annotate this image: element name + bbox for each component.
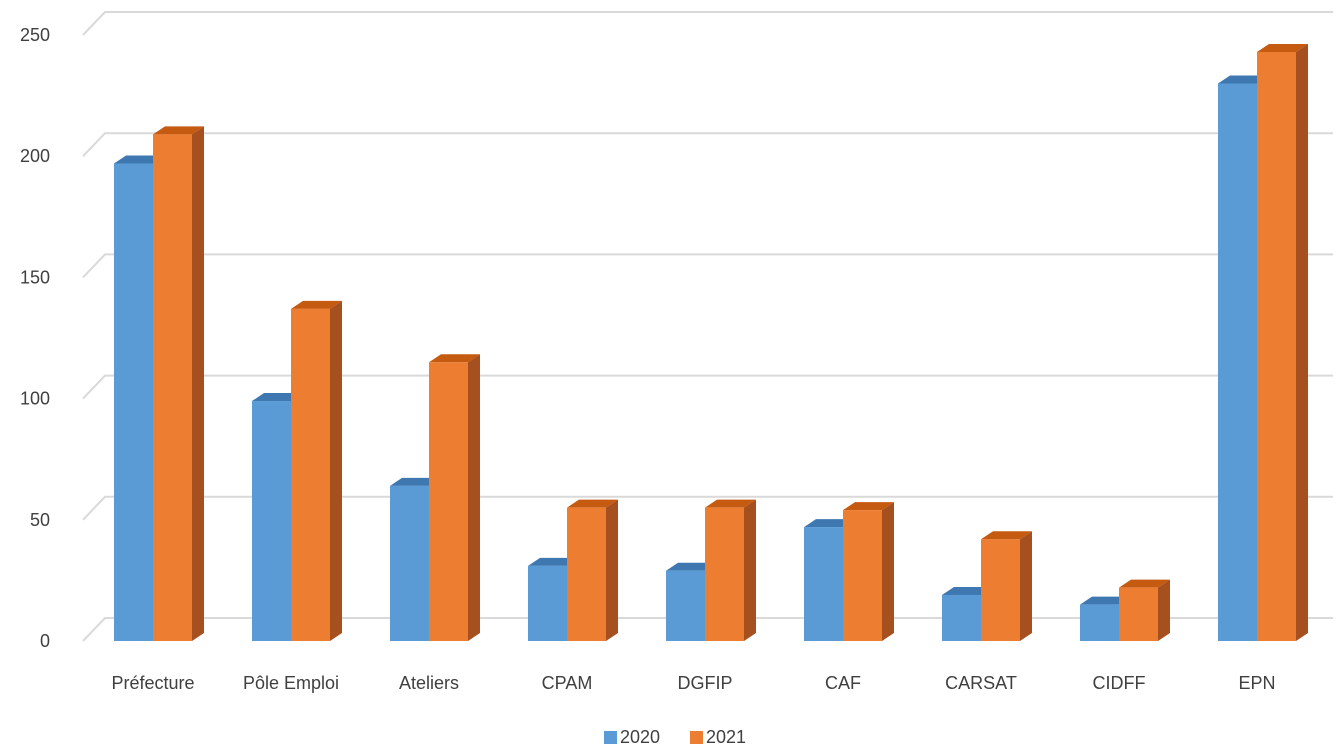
bar-2021-cidff — [1119, 579, 1170, 641]
bar-front-face — [666, 570, 705, 641]
bar-top-face — [252, 393, 303, 402]
bar-top-face — [1080, 596, 1131, 605]
bar-front-face — [1080, 604, 1119, 641]
bar-2021-dgfip — [705, 499, 756, 641]
bar-front-face — [390, 485, 429, 641]
bar-top-face — [843, 502, 894, 511]
bar-side-face — [468, 354, 480, 641]
grid-line-100 — [82, 374, 1333, 400]
y-tick-label-150: 150 — [20, 267, 50, 287]
bar-2021-epn — [1257, 43, 1308, 641]
bar-front-face — [114, 163, 153, 642]
x-tick-label-dgfip: DGFIP — [677, 673, 732, 693]
grid-line-200 — [82, 132, 1333, 157]
bar-front-face — [843, 510, 882, 641]
bar-top-face — [705, 499, 756, 508]
y-axis-ticks: 0 50 100 150 200 250 — [20, 25, 50, 651]
legend-label-2021: 2021 — [706, 727, 746, 747]
bar-2021-ateliers — [429, 354, 480, 641]
x-tick-label-cidff: CIDFF — [1093, 673, 1146, 693]
bar-side-face — [744, 499, 756, 641]
bar-2021-caf — [843, 502, 894, 641]
bar-front-face — [804, 527, 843, 641]
legend: 2020 2021 — [604, 727, 746, 747]
bar-side-face — [192, 126, 204, 641]
x-tick-label-carsat: CARSAT — [945, 673, 1017, 693]
bar-2021-carsat — [981, 531, 1032, 641]
y-tick-label-250: 250 — [20, 25, 50, 45]
bar-top-face — [804, 519, 855, 528]
bar-top-face — [153, 126, 204, 135]
legend-swatch-2021 — [690, 731, 703, 744]
grid-line-250 — [82, 11, 1333, 36]
bar-side-face — [1158, 579, 1170, 641]
bar-2021-p-le-emploi — [291, 300, 342, 641]
bar-top-face — [291, 300, 342, 309]
bar-top-face — [666, 562, 717, 571]
bar-top-face — [981, 531, 1032, 540]
y-tick-label-0: 0 — [40, 631, 50, 651]
bar-front-face — [429, 362, 468, 641]
x-tick-label-ateliers: Ateliers — [399, 673, 459, 693]
bar-front-face — [567, 507, 606, 641]
x-axis-ticks: Préfecture Pôle Emploi Ateliers CPAM DGFIP CA… — [111, 673, 1275, 693]
x-tick-label-pr-fecture: Préfecture — [111, 673, 194, 693]
bar-front-face — [252, 401, 291, 641]
bar-front-face — [1257, 51, 1296, 641]
legend-swatch-2020 — [604, 731, 617, 744]
bar-2021-cpam — [567, 499, 618, 641]
bar-front-face — [291, 308, 330, 641]
legend-label-2020: 2020 — [620, 727, 660, 747]
y-tick-label-50: 50 — [30, 510, 50, 530]
bar-side-face — [882, 502, 894, 641]
bar-top-face — [942, 586, 993, 595]
grid-line-0 — [82, 617, 1333, 642]
bar-top-face — [390, 477, 441, 486]
bar-top-face — [1257, 43, 1308, 52]
bar-top-face — [1218, 75, 1269, 84]
bar-top-face — [567, 499, 618, 508]
bar-side-face — [606, 499, 618, 641]
bar-side-face — [1296, 43, 1308, 641]
bar-front-face — [942, 594, 981, 641]
bars — [114, 43, 1308, 642]
bar-top-face — [429, 354, 480, 363]
y-tick-label-100: 100 — [20, 389, 50, 409]
bar-front-face — [981, 539, 1020, 641]
y-tick-label-200: 200 — [20, 146, 50, 166]
bar-front-face — [1119, 587, 1158, 641]
grid-line-150 — [82, 253, 1333, 279]
bar-2021-pr-fecture — [153, 126, 204, 641]
bar-top-face — [1119, 579, 1170, 588]
x-tick-label-epn: EPN — [1238, 673, 1275, 693]
x-tick-label-p-le-emploi: Pôle Emploi — [243, 673, 339, 693]
bar-top-face — [114, 155, 165, 164]
bar-side-face — [1020, 531, 1032, 641]
x-tick-label-cpam: CPAM — [542, 673, 593, 693]
x-tick-label-caf: CAF — [825, 673, 861, 693]
grid-lines — [82, 11, 1333, 642]
bar-front-face — [1218, 83, 1257, 642]
bar-side-face — [330, 300, 342, 641]
bar-front-face — [705, 507, 744, 641]
grid-line-50 — [82, 495, 1333, 521]
bar-front-face — [153, 134, 192, 641]
bar-top-face — [528, 557, 579, 566]
bar-front-face — [528, 565, 567, 641]
